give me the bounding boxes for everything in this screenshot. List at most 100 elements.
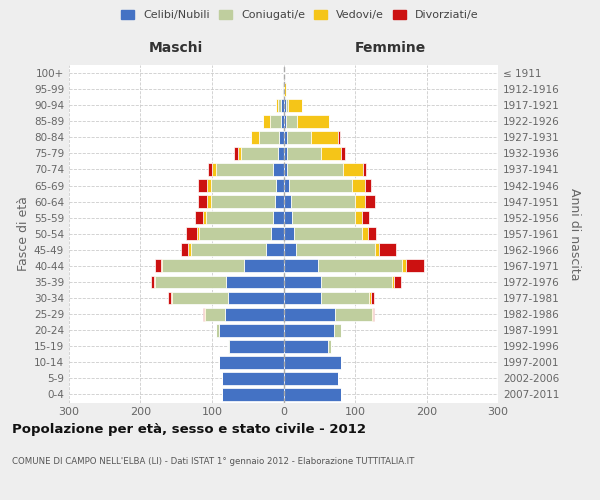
Bar xyxy=(370,292,371,304)
Bar xyxy=(199,195,207,208)
Bar xyxy=(199,228,271,240)
Bar xyxy=(222,388,284,401)
Bar xyxy=(228,340,229,352)
Bar xyxy=(363,163,367,176)
Bar xyxy=(205,308,225,320)
Bar xyxy=(284,324,334,336)
Bar xyxy=(162,260,244,272)
Bar xyxy=(278,147,284,160)
Bar xyxy=(284,147,287,160)
Bar xyxy=(284,211,292,224)
Bar xyxy=(279,131,284,144)
Bar xyxy=(171,292,172,304)
Bar xyxy=(283,82,284,96)
Bar xyxy=(283,66,284,80)
Bar xyxy=(271,228,284,240)
Bar xyxy=(273,163,284,176)
Bar xyxy=(155,260,161,272)
Bar xyxy=(287,147,322,160)
Bar xyxy=(199,179,207,192)
Bar xyxy=(241,147,278,160)
Bar xyxy=(161,260,162,272)
Bar xyxy=(284,195,290,208)
Bar xyxy=(219,356,284,369)
Bar xyxy=(225,308,284,320)
Bar xyxy=(228,292,284,304)
Bar xyxy=(392,276,394,288)
Bar xyxy=(234,147,238,160)
Bar xyxy=(355,195,365,208)
Bar xyxy=(355,211,362,224)
Bar xyxy=(219,324,284,336)
Bar xyxy=(368,228,376,240)
Bar xyxy=(362,211,370,224)
Bar xyxy=(394,276,401,288)
Bar xyxy=(197,228,199,240)
Bar xyxy=(328,340,331,352)
Bar xyxy=(288,98,302,112)
Bar xyxy=(292,211,355,224)
Bar xyxy=(296,244,375,256)
Text: Popolazione per età, sesso e stato civile - 2012: Popolazione per età, sesso e stato civil… xyxy=(12,422,366,436)
Bar xyxy=(343,163,363,176)
Bar xyxy=(206,211,274,224)
Bar xyxy=(154,276,155,288)
Bar xyxy=(284,228,294,240)
Bar xyxy=(211,195,275,208)
Bar xyxy=(365,179,371,192)
Bar xyxy=(278,98,281,112)
Bar xyxy=(238,147,241,160)
Bar xyxy=(371,292,374,304)
Text: COMUNE DI CAMPO NELL'ELBA (LI) - Dati ISTAT 1° gennaio 2012 - Elaborazione TUTTI: COMUNE DI CAMPO NELL'ELBA (LI) - Dati IS… xyxy=(12,458,415,466)
Bar xyxy=(270,115,281,128)
Bar xyxy=(284,260,318,272)
Bar xyxy=(289,179,352,192)
Bar xyxy=(284,179,289,192)
Y-axis label: Fasce di età: Fasce di età xyxy=(17,196,30,271)
Bar xyxy=(251,131,259,144)
Bar xyxy=(151,276,154,288)
Bar xyxy=(266,244,284,256)
Bar xyxy=(215,163,273,176)
Bar xyxy=(207,179,211,192)
Text: Maschi: Maschi xyxy=(149,41,203,55)
Bar xyxy=(284,98,286,112)
Bar xyxy=(341,147,345,160)
Bar xyxy=(203,211,206,224)
Bar xyxy=(284,340,328,352)
Bar xyxy=(208,163,212,176)
Bar xyxy=(281,115,284,128)
Bar xyxy=(185,228,197,240)
Bar xyxy=(226,276,284,288)
Bar xyxy=(311,131,338,144)
Bar xyxy=(284,292,320,304)
Bar xyxy=(290,195,355,208)
Bar xyxy=(375,244,379,256)
Bar xyxy=(282,82,283,96)
Bar xyxy=(322,147,341,160)
Bar xyxy=(284,308,335,320)
Bar xyxy=(212,163,215,176)
Bar xyxy=(259,131,279,144)
Bar xyxy=(284,163,287,176)
Bar xyxy=(195,211,203,224)
Bar xyxy=(281,98,284,112)
Bar xyxy=(320,276,392,288)
Bar xyxy=(244,260,284,272)
Bar xyxy=(335,308,372,320)
Bar xyxy=(297,115,329,128)
Bar xyxy=(334,324,341,336)
Y-axis label: Anni di nascita: Anni di nascita xyxy=(568,188,581,280)
Bar xyxy=(284,356,341,369)
Bar xyxy=(287,131,311,144)
Bar xyxy=(215,324,219,336)
Bar xyxy=(167,292,171,304)
Bar xyxy=(188,244,191,256)
Bar xyxy=(263,115,270,128)
Legend: Celibi/Nubili, Coniugati/e, Vedovi/e, Divorziati/e: Celibi/Nubili, Coniugati/e, Vedovi/e, Di… xyxy=(117,6,483,25)
Bar xyxy=(287,163,343,176)
Bar xyxy=(207,195,211,208)
Bar xyxy=(402,260,406,272)
Bar xyxy=(294,228,362,240)
Bar xyxy=(211,179,277,192)
